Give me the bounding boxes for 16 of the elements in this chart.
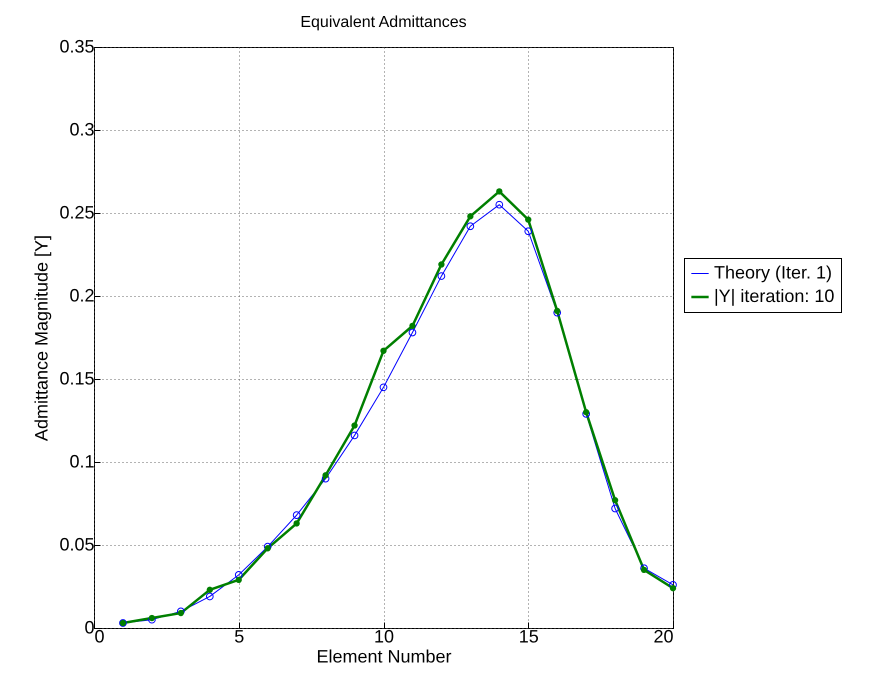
chart-title: Equivalent Admittances	[300, 14, 467, 31]
y-tick-label: 0.25	[59, 202, 94, 222]
x-tick-label: 20	[653, 626, 674, 646]
y-tick-label: 0.15	[59, 368, 94, 388]
x-tick-label: 5	[234, 626, 244, 646]
y-tick-label: 0.3	[69, 120, 94, 140]
y-tick-label: 0.1	[69, 452, 94, 472]
x-tick-label: 10	[374, 626, 394, 646]
y-tick-label: 0.35	[59, 36, 94, 56]
legend-label: Theory (Iter. 1)	[714, 262, 832, 282]
x-axis-title: Element Number	[316, 646, 452, 666]
legend-label: |Y| iteration: 10	[714, 286, 834, 306]
y-tick-label: 0.05	[59, 534, 94, 554]
x-tick-label: 15	[518, 626, 539, 646]
y-tick-label: 0.2	[69, 286, 94, 306]
y-axis-title: Admittance Magnitude [Y]	[31, 234, 52, 442]
